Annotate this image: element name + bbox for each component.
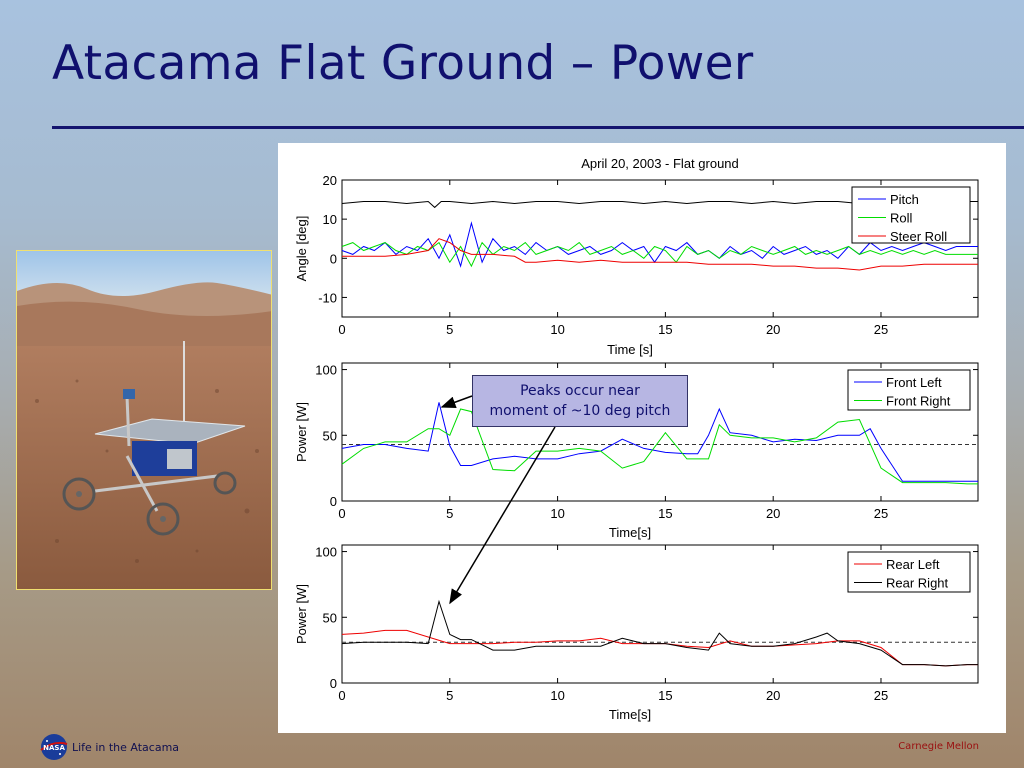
x-tick-label: 0 <box>338 688 345 703</box>
legend-box <box>847 369 971 411</box>
legend: Pitch Roll Steer Roll <box>851 186 971 244</box>
y-tick-label: 100 <box>315 545 337 560</box>
title-divider <box>52 126 1024 129</box>
x-tick-label: 5 <box>446 322 453 337</box>
series-line-3 <box>342 238 978 271</box>
y-tick-label: 50 <box>323 610 337 625</box>
chart-2: 0 5 10 15 20 25 0 50 100 Time[s] Power [W] Front Le… <box>294 362 979 540</box>
x-tick-label: 10 <box>550 506 564 521</box>
chart-title: April 20, 2003 - Flat ground <box>581 156 739 171</box>
series-line-1 <box>341 402 978 482</box>
legend-entry: Front Left <box>886 375 942 390</box>
x-tick-label: 25 <box>874 688 888 703</box>
legend-entry: Roll <box>890 211 913 226</box>
x-tick-label: 25 <box>874 322 888 337</box>
y-tick-label: 0 <box>330 494 337 509</box>
peak-callout: Peaks occur near moment of ~10 deg pitch <box>472 375 688 427</box>
x-tick-label: 10 <box>550 322 564 337</box>
y-axis-label: Power [W] <box>294 584 309 644</box>
callout-line-1: Peaks occur near <box>520 383 640 399</box>
y-tick-label: 10 <box>323 212 337 227</box>
x-tick-label: 0 <box>338 506 345 521</box>
x-tick-label: 15 <box>658 322 672 337</box>
chart-3: 0 5 10 15 20 25 0 50 100 Time[s] Power [W] Rear Lef… <box>294 544 979 722</box>
y-axis-label: Angle [deg] <box>294 216 309 282</box>
legend-box <box>847 551 971 593</box>
charts-svg: April 20, 2003 - Flat ground 0 5 10 15 20 25 -1… <box>294 156 979 722</box>
footer-right-text: Carnegie Mellon <box>898 741 979 752</box>
legend-entry: Rear Right <box>886 576 949 591</box>
rover-photo <box>16 250 272 590</box>
y-tick-label: 50 <box>323 428 337 443</box>
x-axis-label: Time[s] <box>609 525 651 540</box>
logo-text: NASA <box>43 744 65 752</box>
x-tick-label: 5 <box>446 688 453 703</box>
y-tick-label: 0 <box>330 251 337 266</box>
x-axis-label: Time [s] <box>607 342 653 357</box>
x-tick-label: 20 <box>766 506 780 521</box>
x-tick-label: 5 <box>446 506 453 521</box>
callout-line-2: moment of ~10 deg pitch <box>489 403 671 419</box>
x-tick-label: 15 <box>658 506 672 521</box>
legend-box <box>851 186 971 244</box>
chart-panel: April 20, 2003 - Flat ground 0 5 10 15 20 25 -1… <box>278 143 1006 733</box>
y-tick-label: 20 <box>323 173 337 188</box>
footer-left-text: Life in the Atacama <box>72 741 180 754</box>
nasa-logo-icon: NASA <box>40 734 68 760</box>
legend-entry: Steer Roll <box>890 229 947 244</box>
legend: Rear Left Rear Right <box>847 551 971 593</box>
slide-title: Atacama Flat Ground – Power <box>52 36 754 91</box>
x-tick-label: 15 <box>658 688 672 703</box>
x-tick-label: 25 <box>874 506 888 521</box>
chart-1: April 20, 2003 - Flat ground 0 5 10 15 20 25 -1… <box>294 156 979 357</box>
legend-entry: Front Right <box>886 394 951 409</box>
x-tick-label: 0 <box>338 322 345 337</box>
series-line-2 <box>341 599 978 667</box>
legend-entry: Rear Left <box>886 557 940 572</box>
x-axis-label: Time[s] <box>609 707 651 722</box>
legend: Front Left Front Right <box>847 369 971 411</box>
series-line-2 <box>341 241 978 268</box>
legend-entry: Pitch <box>890 192 919 207</box>
y-tick-label: 0 <box>330 676 337 691</box>
x-tick-label: 20 <box>766 322 780 337</box>
arrow-to-rear-peak <box>449 426 556 605</box>
y-axis-label: Power [W] <box>294 402 309 462</box>
y-tick-label: -10 <box>318 290 337 305</box>
x-tick-label: 10 <box>550 688 564 703</box>
series-line-2 <box>341 408 978 485</box>
y-tick-label: 100 <box>315 363 337 378</box>
x-tick-label: 20 <box>766 688 780 703</box>
arrow-to-front-peak <box>440 395 473 408</box>
series-line-1 <box>341 221 978 268</box>
